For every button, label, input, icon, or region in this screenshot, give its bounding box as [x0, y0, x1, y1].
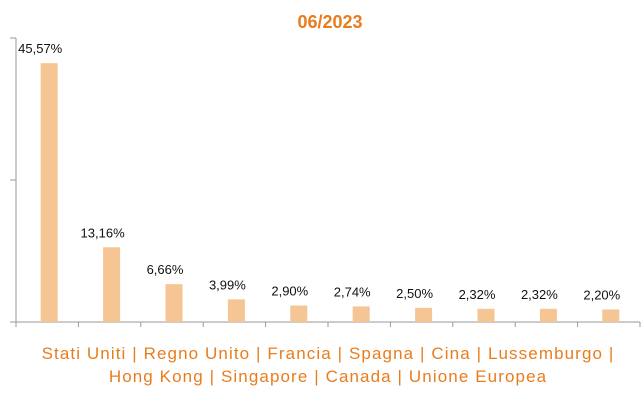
category-separator: |: [476, 344, 483, 363]
category-caption: Stati Uniti | Regno Unito | Francia | Sp…: [20, 342, 636, 388]
category-label: Hong Kong: [108, 367, 204, 386]
category-separator: |: [397, 367, 404, 386]
category-label: Cina: [431, 344, 471, 363]
chart-title: 06/2023: [297, 12, 362, 32]
category-separator: |: [337, 344, 344, 363]
category-label: Regno Unito: [143, 344, 251, 363]
category-separator: |: [608, 344, 615, 363]
bar: [602, 309, 620, 322]
bar: [477, 308, 495, 322]
category-label: Spagna: [348, 344, 415, 363]
bar: [290, 305, 308, 322]
value-label: 13,16%: [81, 225, 126, 240]
chart: 06/2023 45,57% 13,16% 6,66% 3,99% 2,90% 2,74%…: [10, 12, 641, 327]
bar: [40, 63, 58, 322]
category-separator: |: [256, 344, 262, 363]
bar: [227, 299, 245, 322]
value-label: 3,99%: [209, 277, 246, 292]
category-label: Unione Europea: [408, 367, 548, 386]
bar: [103, 247, 121, 322]
value-label: 2,32%: [521, 287, 558, 302]
value-label: 45,57%: [18, 41, 63, 56]
bar: [539, 308, 557, 322]
category-label: Singapore: [220, 367, 309, 386]
category-separator: |: [132, 344, 138, 363]
category-label: Lussemburgo: [487, 344, 604, 363]
value-label: 2,90%: [271, 284, 308, 299]
category-label: Francia: [267, 344, 332, 363]
category-separator: |: [314, 367, 320, 386]
bar: [352, 306, 370, 322]
category-label: Canada: [325, 367, 392, 386]
category-separator: |: [209, 367, 216, 386]
value-label: 6,66%: [147, 262, 184, 277]
bar: [165, 284, 183, 322]
value-label: 2,50%: [396, 286, 433, 301]
bar: [415, 307, 433, 322]
value-label: 2,20%: [583, 288, 620, 303]
category-separator: |: [420, 344, 426, 363]
value-label: 2,74%: [334, 284, 371, 299]
category-label: Stati Uniti: [41, 344, 127, 363]
value-label: 2,32%: [459, 287, 496, 302]
